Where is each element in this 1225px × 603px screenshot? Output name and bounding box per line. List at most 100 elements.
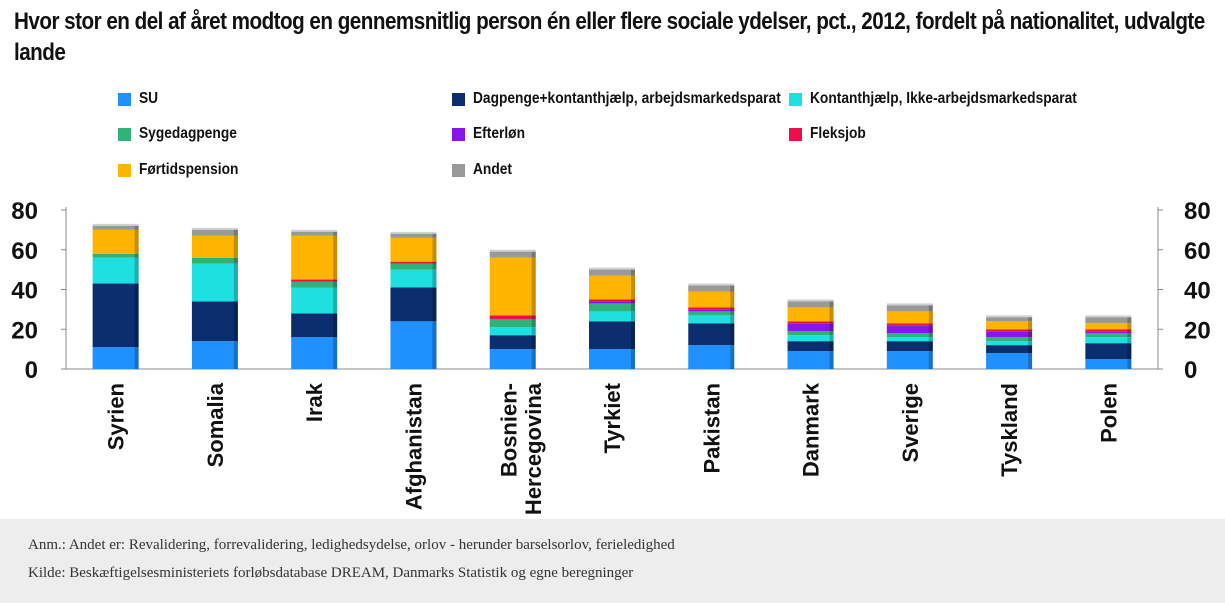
bar-segment <box>589 269 635 276</box>
bar-segment <box>787 323 834 332</box>
bar-segment-shade <box>333 231 338 236</box>
bar-segment-shade <box>233 341 238 369</box>
legend-label: Dagpenge+kontanthjælp, arbejdsmarkedspar… <box>473 90 781 107</box>
bar-segment-shade <box>134 229 139 254</box>
bar-segment <box>191 301 238 342</box>
legend-item: Førtidspension <box>118 160 255 180</box>
bar-segment <box>886 333 933 338</box>
x-tick-label: Syrien <box>104 383 129 450</box>
bar-segment <box>589 311 635 322</box>
bar-segment-shade <box>631 301 635 304</box>
bar-segment <box>390 321 437 369</box>
bar-segment <box>390 233 437 238</box>
bar-top-cap <box>489 249 536 252</box>
legend-swatch <box>118 163 131 177</box>
legend-label: Sygedagpenge <box>139 125 237 142</box>
y-tick-label-right: 40 <box>1184 278 1211 305</box>
bar-segment <box>986 337 1033 342</box>
bar-segment <box>688 323 735 346</box>
y-tick-label-left: 80 <box>11 198 38 225</box>
bar-segment-shade <box>829 331 834 336</box>
bar-segment <box>92 253 139 258</box>
legend-swatch <box>452 127 465 141</box>
bar-segment <box>291 313 338 338</box>
bar-segment <box>589 275 635 300</box>
bar-segment <box>589 301 635 304</box>
bar-segment-shade <box>233 301 238 342</box>
bar-segment-shade <box>531 349 536 369</box>
bar-segment <box>489 319 536 328</box>
legend-label: Andet <box>473 161 512 178</box>
bar-segment-shade <box>1028 341 1033 346</box>
bar-segment <box>787 331 834 336</box>
x-tick-label: Irak <box>302 382 327 422</box>
bar-segment-shade <box>531 257 536 316</box>
legend-item: Sygedagpenge <box>118 124 253 144</box>
bar-segment <box>1085 329 1132 332</box>
y-tick-label-left: 20 <box>11 317 38 344</box>
bar-segment <box>688 307 735 310</box>
bar-segment <box>489 335 536 350</box>
x-tick-label: Tyskland <box>997 383 1022 477</box>
bar-segment-shade <box>432 261 437 264</box>
bar-segment <box>986 341 1033 346</box>
bar-segment <box>390 287 437 322</box>
bar-segment-shade <box>730 291 735 308</box>
footer: Anm.: Andet er: Revalidering, forrevalid… <box>0 519 1225 603</box>
bar-top-cap <box>191 227 238 230</box>
bar-segment-shade <box>233 235 238 258</box>
bar-segment-shade <box>333 279 338 282</box>
bar-segment-shade <box>730 323 735 346</box>
bar-top-cap <box>92 223 139 226</box>
bar-segment <box>688 345 735 369</box>
bar-segment <box>291 235 338 280</box>
bar-segment-shade <box>631 303 635 312</box>
bar-segment <box>1085 359 1132 369</box>
y-tick-label-right: 80 <box>1184 198 1211 225</box>
x-tick-label: Afghanistan <box>401 383 426 510</box>
bar-segment-shade <box>1127 323 1132 330</box>
bar-segment-shade <box>1028 353 1033 369</box>
annotation-note: Anm.: Andet er: Revalidering, forrevalid… <box>28 537 675 553</box>
bar-segment-shade <box>531 335 536 350</box>
bar-segment <box>489 315 536 320</box>
bar-segment-shade <box>233 263 238 302</box>
legend-swatch <box>452 163 465 177</box>
bar-segment <box>1085 331 1132 334</box>
bar-segment <box>291 287 338 314</box>
bar-segment <box>291 231 338 236</box>
bar-segment <box>92 257 139 284</box>
legend-label: Fleksjob <box>810 125 866 142</box>
bar-segment <box>589 349 635 369</box>
bar-segment-shade <box>1127 331 1132 334</box>
bar-segment <box>191 263 238 302</box>
bar-segment <box>1085 343 1132 360</box>
bar-segment-shade <box>631 321 635 350</box>
bar-top-cap <box>986 315 1033 318</box>
bar-segment <box>1085 333 1132 338</box>
legend-item: Kontanthjælp, Ikke-arbejdsmarkedsparat <box>789 89 1120 109</box>
bar-segment-shade <box>1127 359 1132 369</box>
bar-segment <box>191 257 238 264</box>
bar-top-cap <box>291 229 338 232</box>
legend-item: Fleksjob <box>789 124 875 144</box>
bar-segment <box>986 321 1033 330</box>
bar-segment-shade <box>134 283 139 348</box>
bar-segment <box>688 311 735 316</box>
bar-segment-shade <box>134 253 139 258</box>
bar-segment-shade <box>829 307 834 322</box>
legend-swatch <box>789 127 802 141</box>
bar-segment-shade <box>333 281 338 288</box>
bar-segment <box>191 341 238 369</box>
bar-segment <box>390 237 437 262</box>
legend-swatch <box>118 92 131 106</box>
bar-segment <box>489 251 536 258</box>
bar-segment-shade <box>1028 329 1033 332</box>
bar-segment-shade <box>928 325 933 334</box>
bar-segment <box>291 281 338 288</box>
legend-label: SU <box>139 90 159 107</box>
bar-segment-shade <box>134 225 139 230</box>
bar-segment <box>688 315 735 324</box>
bar-segment-shade <box>829 321 834 324</box>
bar-segment-shade <box>928 323 933 326</box>
